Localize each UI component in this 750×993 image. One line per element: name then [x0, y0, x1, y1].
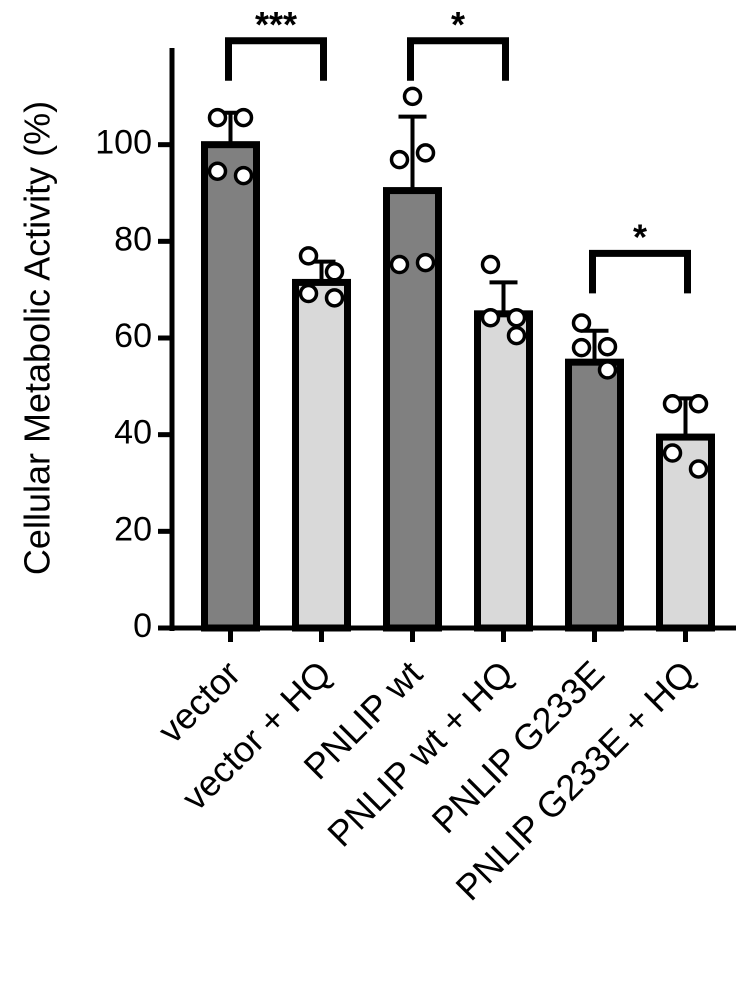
data-point: [233, 107, 254, 128]
bar: [565, 358, 624, 632]
data-point: [662, 393, 683, 414]
significance-bracket: [589, 249, 691, 294]
data-point: [389, 149, 410, 170]
data-point: [207, 161, 228, 181]
significance-label: ***: [255, 4, 297, 45]
bar: [201, 141, 260, 632]
bar: [474, 310, 533, 632]
significance-label: *: [451, 4, 465, 45]
y-tick-label: 20: [114, 510, 152, 548]
data-point: [506, 307, 527, 328]
data-point: [571, 337, 592, 358]
data-point: [597, 336, 618, 357]
data-point: [324, 262, 345, 282]
data-point: [506, 325, 527, 346]
y-axis-label: Cellular Metabolic Activity (%): [17, 101, 58, 575]
data-point: [402, 86, 423, 107]
data-point: [480, 307, 501, 328]
bar: [292, 278, 351, 632]
y-tick-label: 0: [133, 607, 152, 645]
data-point: [688, 393, 709, 414]
data-point: [298, 246, 319, 266]
data-point: [688, 459, 709, 479]
data-point: [207, 107, 228, 128]
data-point: [571, 313, 592, 333]
data-point: [480, 254, 501, 275]
data-point: [298, 283, 319, 304]
y-tick-label: 40: [114, 414, 152, 452]
significance-bracket: [225, 37, 327, 81]
y-tick-label: 100: [95, 124, 152, 162]
data-point: [597, 360, 618, 380]
significance-bracket: [407, 37, 509, 81]
data-point: [662, 443, 683, 463]
data-point: [389, 254, 410, 275]
data-point: [324, 288, 345, 308]
y-tick-label: 80: [114, 220, 152, 258]
data-point: [233, 165, 254, 186]
y-tick-label: 60: [114, 317, 152, 355]
data-point: [415, 252, 436, 273]
significance-label: *: [633, 216, 647, 257]
data-point: [415, 143, 436, 163]
